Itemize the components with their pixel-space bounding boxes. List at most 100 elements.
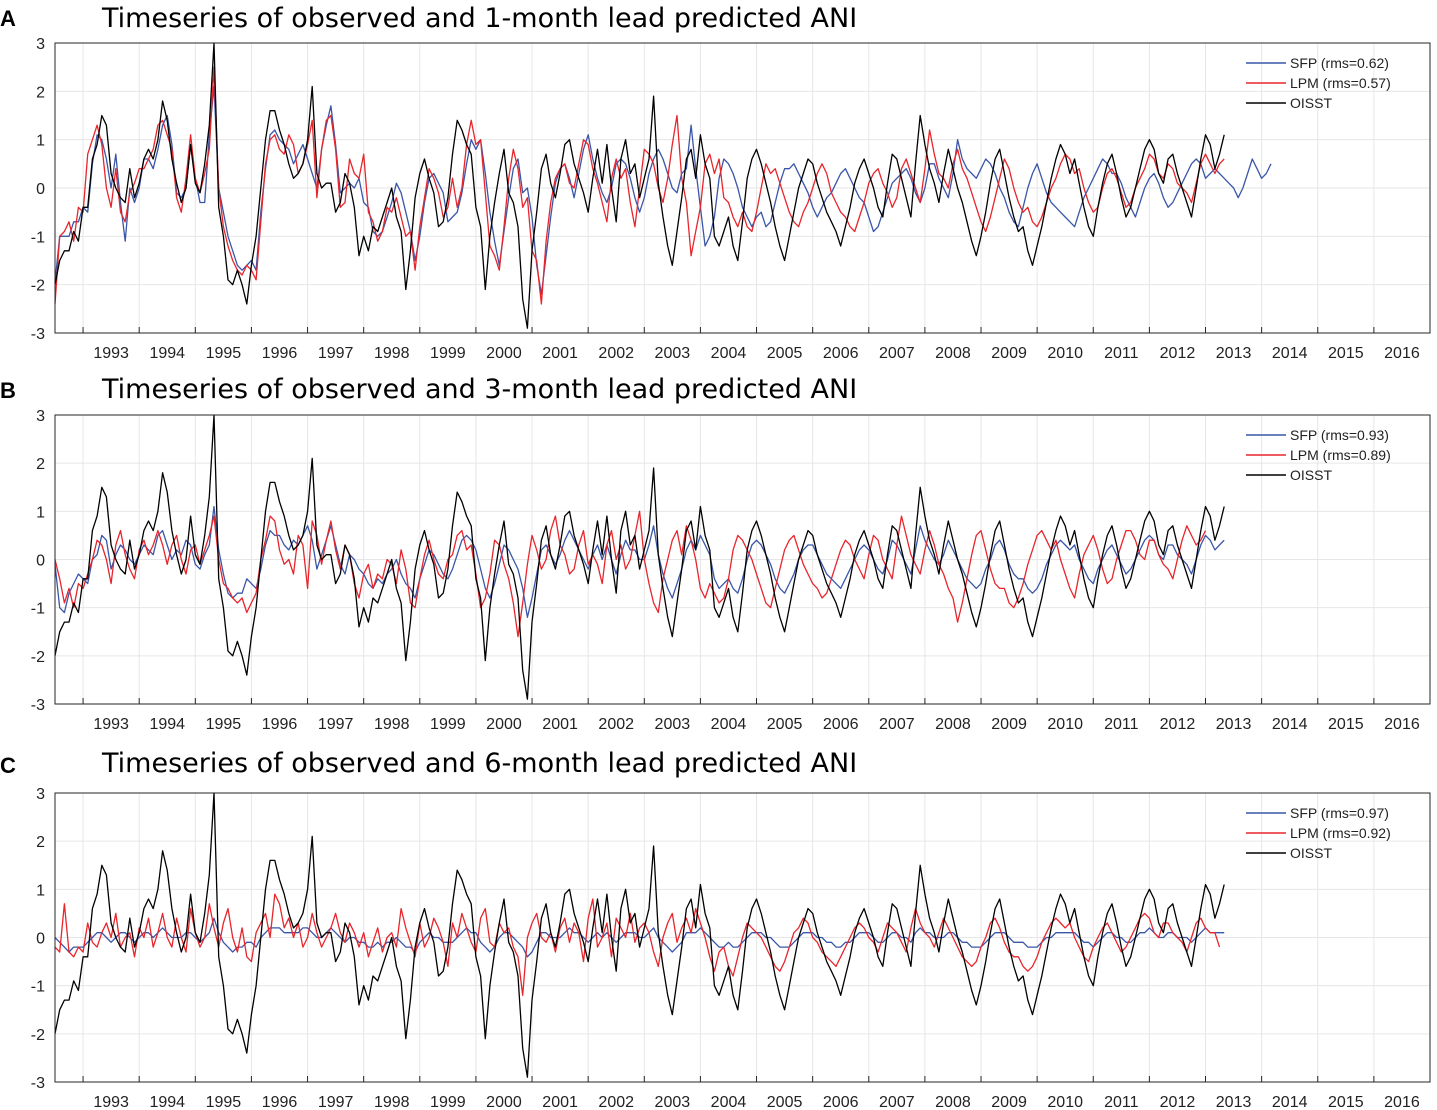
- legend-label-oisst: OISST: [1290, 467, 1332, 483]
- x-tick-label: 2004: [711, 345, 747, 362]
- x-tick-label: 2015: [1328, 345, 1364, 362]
- y-tick-label: 1: [36, 882, 45, 899]
- y-tick-label: -2: [31, 1027, 45, 1044]
- series-line-sfp: [54, 85, 1272, 295]
- x-tick-label: 2012: [1160, 716, 1196, 733]
- series-line-lpm: [54, 66, 1225, 305]
- y-tick-label: -3: [31, 697, 45, 714]
- x-tick-label: 2012: [1160, 345, 1196, 362]
- series-line-sfp: [54, 917, 1225, 958]
- x-tick-label: 2013: [1216, 1094, 1252, 1110]
- y-tick-label: -2: [31, 649, 45, 666]
- series-line-oisst: [54, 414, 1225, 700]
- y-tick-label: 0: [36, 931, 45, 948]
- x-tick-label: 1997: [318, 1094, 354, 1110]
- x-tick-label: 1999: [430, 716, 466, 733]
- x-tick-label: 1994: [149, 345, 185, 362]
- x-tick-label: 1993: [93, 716, 129, 733]
- x-tick-label: 2002: [598, 345, 634, 362]
- y-tick-label: 3: [36, 786, 45, 803]
- y-tick-label: 3: [36, 408, 45, 425]
- x-tick-label: 2001: [542, 345, 578, 362]
- x-tick-label: 2003: [655, 345, 691, 362]
- plot-area-c: 1993 1994 1995 1996 1997 1998 1999 2000 2001 2002…: [31, 786, 1431, 1110]
- x-tick-label: 2016: [1384, 1094, 1420, 1110]
- x-tick-label: 2006: [823, 716, 859, 733]
- x-tick-label: 2009: [991, 716, 1027, 733]
- legend-label-oisst: OISST: [1290, 95, 1332, 111]
- panel-b: B Timeseries of observed and 3-month lea…: [0, 374, 1431, 733]
- x-tick-label: 1997: [318, 345, 354, 362]
- series-line-oisst: [54, 792, 1225, 1078]
- plot-area-a: 1993 1994 1995 1996 1997 1998 1999 2000 2001 2002…: [31, 36, 1431, 362]
- legend-label-lpm: LPM (rms=0.92): [1290, 825, 1391, 841]
- x-tick-label: 1993: [93, 345, 129, 362]
- x-tick-label: 2016: [1384, 716, 1420, 733]
- x-tick-label: 2014: [1272, 345, 1308, 362]
- x-tick-label: 2007: [879, 1094, 915, 1110]
- series-line-oisst: [54, 42, 1225, 329]
- panel-title-c: Timeseries of observed and 6-month lead …: [101, 748, 857, 779]
- plot-frame-c: [54, 792, 1431, 1083]
- x-tick-label: 2008: [935, 1094, 971, 1110]
- x-tick-label: 2011: [1104, 1094, 1139, 1110]
- x-tick-label: 2008: [935, 345, 971, 362]
- x-tick-label: 2000: [486, 716, 522, 733]
- plot-area-b: 1993 1994 1995 1996 1997 1998 1999 2000 2001 2002…: [31, 408, 1431, 733]
- x-tick-label: 1998: [374, 716, 410, 733]
- legend-label-sfp: SFP (rms=0.62): [1290, 55, 1389, 71]
- x-tick-label: 2013: [1216, 716, 1252, 733]
- x-tick-label: 2006: [823, 345, 859, 362]
- x-tick-label: 1999: [430, 1094, 466, 1110]
- x-tick-label: 2000: [486, 345, 522, 362]
- legend-a: SFP (rms=0.62) LPM (rms=0.57) OISST: [1246, 55, 1391, 111]
- x-tick-label: 2011: [1104, 345, 1139, 362]
- grid-a: [55, 43, 1430, 333]
- x-tick-label: 1994: [149, 716, 185, 733]
- legend-label-sfp: SFP (rms=0.93): [1290, 427, 1389, 443]
- plot-frame-a: [54, 42, 1431, 334]
- x-tick-label: 2003: [655, 1094, 691, 1110]
- grid-b: [55, 415, 1430, 704]
- series-line-lpm: [54, 893, 1221, 996]
- y-tick-label: 1: [36, 504, 45, 521]
- x-tick-label: 2000: [486, 1094, 522, 1110]
- x-tick-label: 2005: [767, 345, 803, 362]
- panel-letter-c: C: [0, 753, 16, 778]
- x-tick-label: 2006: [823, 1094, 859, 1110]
- panel-a: A Timeseries of observed and 1-month lea…: [0, 3, 1431, 362]
- x-tick-label: 1997: [318, 716, 354, 733]
- y-tick-label: -1: [31, 229, 45, 246]
- y-tick-label: -3: [31, 1075, 45, 1092]
- panel-letter-a: A: [0, 6, 16, 31]
- x-tick-label: 1996: [262, 1094, 298, 1110]
- x-tick-label: 2010: [1047, 1094, 1083, 1110]
- legend-label-sfp: SFP (rms=0.97): [1290, 805, 1389, 821]
- legend-label-oisst: OISST: [1290, 845, 1332, 861]
- x-tick-label: 1996: [262, 345, 298, 362]
- x-tick-label: 2011: [1104, 716, 1139, 733]
- y-tick-label: 0: [36, 181, 45, 198]
- panel-title-b: Timeseries of observed and 3-month lead …: [101, 374, 857, 405]
- x-tick-label: 2004: [711, 716, 747, 733]
- plot-frame-b: [54, 414, 1431, 705]
- x-tick-label: 2002: [598, 1094, 634, 1110]
- panel-letter-b: B: [0, 378, 16, 403]
- x-tick-label: 1998: [374, 345, 410, 362]
- y-tick-label: -1: [31, 979, 45, 996]
- x-tick-label: 2007: [879, 345, 915, 362]
- panel-c: C Timeseries of observed and 6-month lea…: [0, 748, 1431, 1110]
- legend-b: SFP (rms=0.93) LPM (rms=0.89) OISST: [1246, 427, 1391, 483]
- x-tick-label: 1995: [206, 1094, 242, 1110]
- x-tick-label: 2013: [1216, 345, 1252, 362]
- series-line-lpm: [54, 510, 1207, 638]
- y-tick-label: 3: [36, 36, 45, 53]
- y-tick-label: 2: [36, 834, 45, 851]
- x-tick-label: 2010: [1047, 345, 1083, 362]
- x-tick-label: 2015: [1328, 716, 1364, 733]
- x-tick-label: 1998: [374, 1094, 410, 1110]
- x-tick-label: 2008: [935, 716, 971, 733]
- x-tick-label: 1995: [206, 345, 242, 362]
- series-line-sfp: [54, 505, 1225, 618]
